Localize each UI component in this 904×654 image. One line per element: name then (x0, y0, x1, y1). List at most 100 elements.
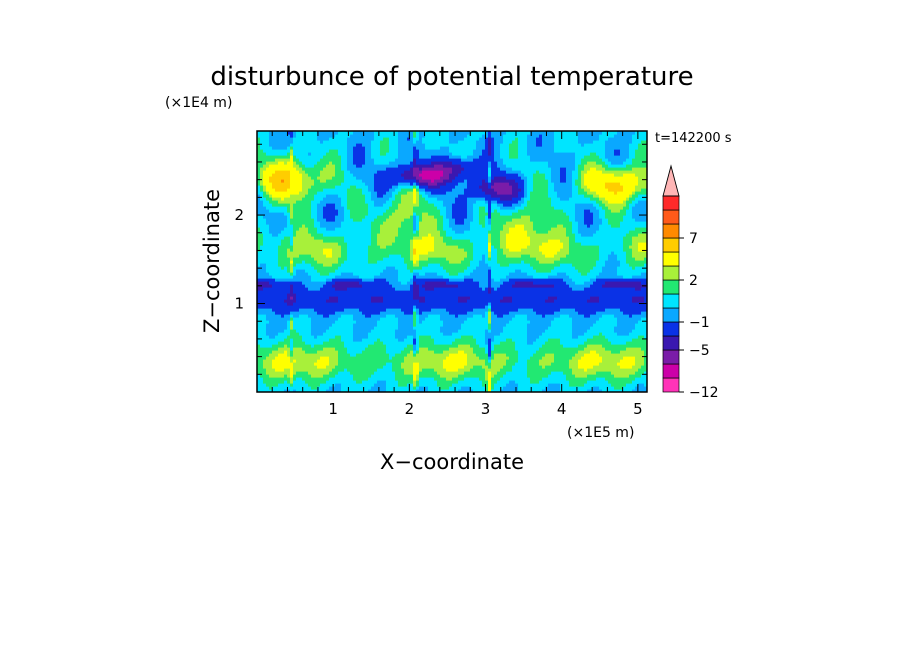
contour-cell (296, 368, 300, 372)
contour-cell (425, 371, 429, 375)
contour-cell (263, 200, 267, 204)
contour-cell (257, 287, 261, 291)
contour-cell (347, 170, 351, 174)
contour-cell (323, 173, 327, 177)
contour-cell (416, 242, 420, 246)
contour-cell (266, 326, 270, 330)
contour-cell (302, 338, 306, 342)
contour-cell (365, 212, 369, 216)
contour-cell (257, 377, 261, 381)
contour-cell (422, 260, 426, 264)
contour-cell (278, 278, 282, 282)
contour-cell (365, 326, 369, 330)
contour-cell (281, 296, 285, 300)
contour-cell (428, 314, 432, 318)
contour-cell (326, 335, 330, 339)
contour-cell (350, 341, 354, 345)
contour-cell (293, 152, 297, 156)
contour-cell (365, 302, 369, 306)
contour-cell (362, 155, 366, 159)
contour-cell (272, 332, 276, 336)
contour-cell (278, 215, 282, 219)
contour-cell (272, 212, 276, 216)
contour-cell (386, 299, 390, 303)
contour-cell (308, 359, 312, 363)
contour-cell (293, 239, 297, 243)
contour-cell (341, 320, 345, 324)
contour-cell (329, 146, 333, 150)
contour-cell (326, 257, 330, 261)
contour-cell (296, 161, 300, 165)
contour-cell (380, 134, 384, 138)
contour-cell (347, 239, 351, 243)
contour-cell (269, 143, 273, 147)
contour-cell (314, 143, 318, 147)
contour-cell (317, 323, 321, 327)
contour-cell (323, 248, 327, 252)
contour-cell (416, 380, 420, 384)
contour-cell (425, 380, 429, 384)
contour-cell (368, 365, 372, 369)
contour-cell (323, 278, 327, 282)
contour-cell (371, 182, 375, 186)
contour-cell (290, 245, 294, 249)
contour-cell (266, 353, 270, 357)
contour-cell (380, 197, 384, 201)
contour-cell (341, 305, 345, 309)
contour-cell (347, 317, 351, 321)
contour-cell (419, 323, 423, 327)
contour-cell (425, 269, 429, 273)
contour-cell (422, 188, 426, 192)
contour-cell (278, 377, 282, 381)
contour-cell (323, 320, 327, 324)
contour-cell (311, 341, 315, 345)
contour-cell (287, 185, 291, 189)
contour-cell (335, 359, 339, 363)
contour-cell (350, 227, 354, 231)
contour-cell (350, 287, 354, 291)
contour-cell (425, 278, 429, 282)
contour-cell (383, 203, 387, 207)
contour-cell (386, 140, 390, 144)
contour-cell (350, 155, 354, 159)
contour-cell (320, 269, 324, 273)
contour-cell (389, 326, 393, 330)
contour-cell (305, 257, 309, 261)
contour-cell (380, 200, 384, 204)
contour-cell (407, 260, 411, 264)
contour-cell (419, 161, 423, 165)
contour-cell (296, 386, 300, 390)
contour-cell (380, 281, 384, 285)
contour-cell (359, 263, 363, 267)
contour-cell (425, 320, 429, 324)
contour-cell (341, 323, 345, 327)
contour-cell (407, 362, 411, 366)
contour-cell (278, 326, 282, 330)
contour-cell (401, 374, 405, 378)
contour-cell (311, 386, 315, 390)
contour-cell (257, 194, 261, 198)
contour-cell (353, 362, 357, 366)
contour-cell (269, 200, 273, 204)
contour-cell (380, 314, 384, 318)
contour-cell (425, 164, 429, 168)
contour-cell (401, 284, 405, 288)
contour-cell (371, 341, 375, 345)
contour-cell (329, 314, 333, 318)
contour-cell (380, 149, 384, 153)
contour-cell (293, 194, 297, 198)
contour-cell (293, 254, 297, 258)
contour-cell (320, 263, 324, 267)
contour-cell (332, 326, 336, 330)
contour-cell (272, 146, 276, 150)
contour-cell (272, 197, 276, 201)
contour-cell (368, 311, 372, 315)
contour-cell (365, 257, 369, 261)
contour-cell (311, 173, 315, 177)
contour-cell (260, 293, 264, 297)
contour-cell (422, 278, 426, 282)
contour-cell (416, 257, 420, 261)
contour-cell (323, 134, 327, 138)
contour-cell (377, 143, 381, 147)
contour-cell (314, 245, 318, 249)
